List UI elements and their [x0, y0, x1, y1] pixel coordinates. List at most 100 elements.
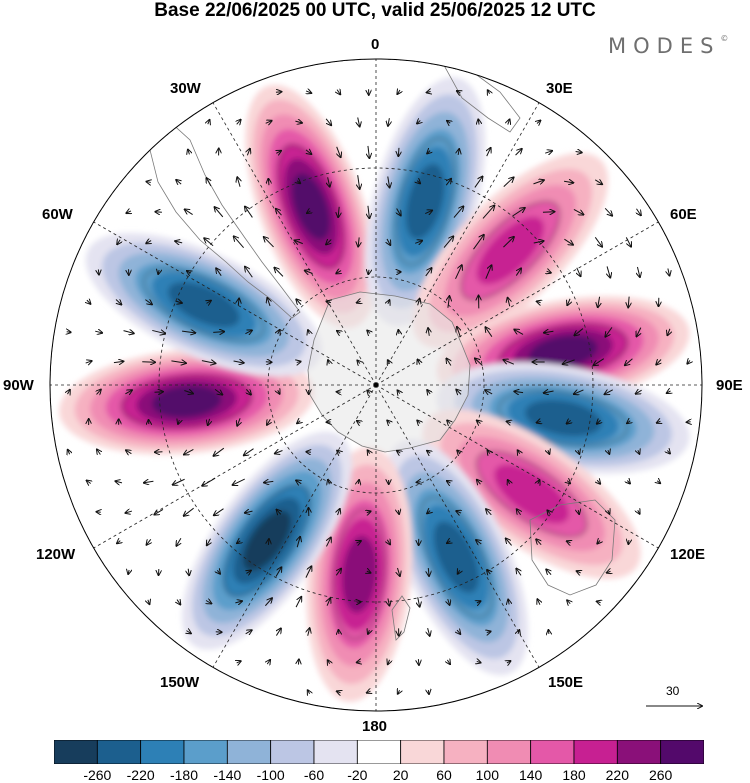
- wind-arrow: [428, 568, 429, 576]
- wind-arrow: [368, 630, 369, 634]
- wind-arrow: [171, 361, 186, 363]
- map-title: Base 22/06/2025 00 UTC, valid 25/06/2025…: [154, 0, 596, 21]
- wind-arrow: [188, 568, 189, 575]
- wind-arrow: [146, 182, 150, 183]
- wind-arrow: [417, 181, 420, 184]
- wind-arrow: [178, 420, 179, 424]
- colorbar-swatch: [443, 740, 488, 764]
- wind-arrow: [187, 271, 190, 273]
- wind-arrow: [147, 539, 151, 544]
- wind-arrow: [594, 358, 605, 366]
- wind-arrow: [356, 541, 360, 543]
- wind-arrow: [537, 599, 539, 604]
- wind-arrow: [185, 209, 193, 216]
- wind-arrow: [503, 177, 514, 187]
- wind-arrow: [388, 176, 390, 188]
- wind-arrow: [625, 237, 631, 246]
- wind-arrow: [687, 360, 690, 363]
- reference-vector-value: 30: [666, 684, 680, 698]
- meridian-line: [93, 384, 377, 549]
- colorbar-tick-label: 100: [475, 767, 500, 783]
- wind-arrow: [636, 208, 640, 215]
- wind-arrow: [388, 660, 390, 664]
- wind-arrow: [594, 180, 602, 184]
- wind-arrow: [184, 507, 194, 516]
- anomaly-band: [168, 282, 240, 328]
- anomaly-contour: [277, 144, 345, 269]
- modes-logo: MODES©: [608, 34, 728, 58]
- wind-arrow: [278, 390, 280, 394]
- wind-arrow: [533, 180, 543, 184]
- wind-arrow: [417, 421, 420, 424]
- wind-arrow: [276, 209, 282, 216]
- wind-vectors: [67, 89, 691, 694]
- wind-arrow: [427, 390, 430, 394]
- wind-arrow: [188, 150, 190, 155]
- anomaly-contour: [395, 137, 456, 266]
- wind-arrow: [508, 119, 510, 124]
- wind-arrow: [512, 208, 525, 217]
- wind-arrow: [328, 480, 329, 484]
- south-pole-marker: [373, 382, 379, 388]
- wind-arrow: [447, 541, 450, 543]
- wind-arrow: [418, 597, 420, 606]
- wind-arrow: [217, 570, 220, 573]
- colorbar-tick-label: 20: [392, 767, 409, 783]
- wind-arrow: [113, 361, 123, 362]
- wind-arrow: [117, 541, 120, 544]
- wind-arrow: [668, 268, 670, 275]
- wind-arrow: [296, 299, 301, 304]
- wind-arrow: [428, 690, 429, 694]
- lon-label-90e: 90E: [716, 377, 743, 394]
- wind-arrow: [207, 538, 211, 545]
- colorbar-swatch: [226, 740, 272, 764]
- wind-arrow: [546, 569, 551, 574]
- wind-arrow: [425, 210, 432, 213]
- wind-arrow: [123, 331, 134, 334]
- wind-arrow: [547, 510, 549, 513]
- wind-arrow: [537, 421, 541, 422]
- wind-arrow: [368, 145, 369, 158]
- new-zealand-outline: [391, 595, 411, 641]
- wind-arrow: [397, 567, 399, 576]
- wind-arrow: [367, 571, 371, 573]
- wind-arrow: [186, 631, 190, 634]
- wind-arrow: [214, 508, 224, 516]
- wind-arrow: [417, 120, 420, 123]
- wind-arrow: [85, 361, 92, 363]
- wind-arrow: [116, 299, 121, 304]
- wind-arrow: [514, 391, 524, 392]
- wind-arrow: [447, 121, 450, 123]
- wind-arrow: [475, 358, 483, 366]
- wind-arrow: [446, 359, 450, 366]
- lon-label-180: 180: [362, 718, 388, 735]
- wind-arrow: [295, 121, 302, 123]
- wind-arrow: [443, 236, 453, 248]
- wind-arrow: [337, 146, 341, 157]
- colorbar-tick-label: 60: [436, 767, 452, 783]
- wind-arrow: [87, 480, 91, 483]
- wind-arrow: [387, 421, 390, 424]
- wind-arrow: [533, 241, 544, 243]
- wind-arrow: [97, 449, 100, 454]
- colorbar-swatch: [356, 740, 402, 764]
- wind-arrow: [144, 481, 154, 483]
- wind-arrow: [237, 120, 241, 125]
- wind-arrow: [427, 511, 430, 514]
- wind-arrow: [337, 691, 341, 692]
- wind-arrow: [234, 236, 244, 248]
- wind-arrow: [608, 450, 609, 454]
- wind-arrow: [544, 331, 554, 333]
- wind-arrow: [516, 569, 521, 576]
- anomaly-contour: [460, 200, 561, 301]
- wind-arrow: [367, 331, 370, 334]
- wind-arrow: [458, 149, 459, 155]
- wind-arrow: [274, 268, 284, 277]
- wind-arrow: [457, 630, 460, 634]
- wind-arrow: [567, 420, 571, 423]
- lon-label-60e: 60E: [670, 206, 697, 223]
- wind-arrow: [605, 390, 613, 394]
- copyright-mark: ©: [720, 34, 729, 43]
- wind-arrow: [176, 537, 180, 546]
